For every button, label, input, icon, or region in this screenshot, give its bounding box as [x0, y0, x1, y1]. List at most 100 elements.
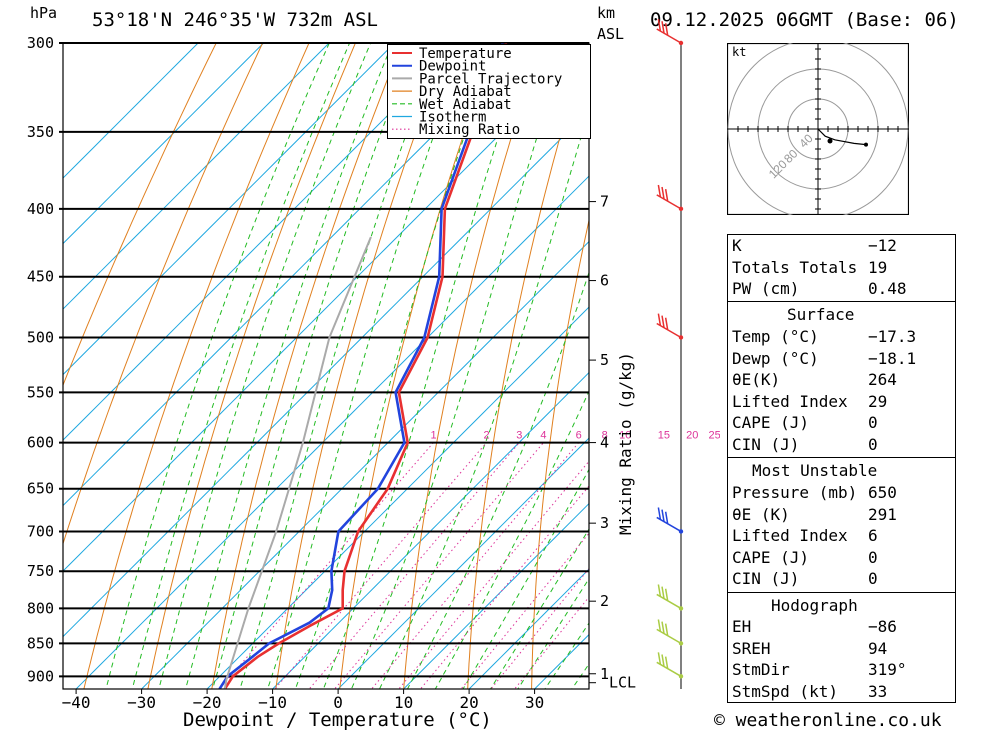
pressure-tick-label: 650 — [27, 480, 54, 498]
wind-barb-flag — [657, 584, 662, 597]
wind-barbs — [656, 18, 684, 679]
wind-barb — [656, 18, 682, 44]
wind-barb-flag — [657, 507, 662, 520]
pressure-tick-label: 850 — [27, 634, 54, 652]
mixing-ratio-line — [333, 442, 544, 689]
index-label: K — [732, 236, 742, 256]
legend-entry: Temperature — [419, 46, 512, 62]
pressure-tick-label: 600 — [27, 434, 54, 452]
wind-barb-flag — [657, 18, 662, 32]
index-row: StmSpd (kt) 33 — [727, 681, 955, 703]
x-tick-label: −20 — [193, 693, 222, 712]
index-label: CIN (J) — [732, 569, 800, 589]
dry-adiabat-line — [339, 43, 496, 689]
pressure-tick-label: 450 — [27, 268, 54, 286]
isotherm-line — [63, 43, 265, 245]
index-row: EH −86 — [727, 616, 955, 638]
surface-title: Surface — [787, 305, 855, 324]
legend-entry: Parcel Trajectory — [419, 71, 562, 87]
wet-adiabat-line — [434, 389, 589, 689]
mixing-ratio-line — [513, 596, 589, 689]
mixing-ratio-value: 15 — [658, 430, 670, 442]
dry-adiabat-line — [211, 43, 403, 689]
dry-adiabat-line — [63, 43, 217, 387]
wind-barb-flag — [661, 509, 665, 522]
dry-adiabat-line — [147, 43, 356, 689]
index-label: Pressure (mb) — [732, 483, 858, 503]
pressure-tick-label: 800 — [27, 599, 54, 617]
mixing-ratio-value: 20 — [686, 430, 698, 442]
index-row: PW (cm) 0.48 — [727, 278, 955, 300]
isotherm-line — [63, 43, 199, 179]
mixing-ratio-value: 10 — [619, 430, 631, 442]
index-label: θE(K) — [732, 370, 781, 390]
index-value: 0.48 — [868, 279, 907, 299]
isotherm-line — [75, 175, 589, 689]
wind-barb-shaft — [656, 322, 682, 339]
height-axis: 7 6 5 4 3 2 1 LCL — [589, 43, 682, 692]
index-label: Totals Totals — [732, 257, 858, 277]
dry-adiabat-line — [403, 43, 542, 689]
index-label: PW (cm) — [732, 279, 800, 299]
series-parcel-trajectory — [223, 236, 372, 689]
isotherm-line — [63, 44, 589, 572]
wind-barb — [656, 313, 682, 339]
legend-entry: Dewpoint — [419, 59, 486, 75]
copyright[interactable]: © weatheronline.co.uk — [714, 710, 942, 731]
index-row: SREH 94 — [727, 638, 955, 660]
wind-barb-shaft — [656, 628, 682, 645]
mixing-ratio-value: 6 — [576, 430, 582, 442]
isotherm-line — [206, 306, 589, 689]
mixing-ratio-line — [398, 460, 589, 689]
pressure-tick-label: 700 — [27, 522, 54, 540]
datetime-title: 09.12.2025 06GMT (Base: 06) — [650, 9, 959, 31]
index-value: 650 — [868, 483, 897, 503]
wind-barb-flag — [657, 313, 662, 326]
x-tick-label: −30 — [127, 693, 156, 712]
legend-entry: Mixing Ratio — [419, 122, 520, 138]
wet-adiabat-line — [462, 468, 589, 689]
index-value: 0 — [868, 413, 878, 433]
index-value: 0 — [868, 569, 878, 589]
pressure-tick-label: 900 — [27, 667, 54, 685]
wind-barb-flag — [661, 654, 665, 667]
mixing-ratio-line — [460, 532, 589, 689]
wind-barb-shaft — [656, 28, 682, 44]
wind-barb — [656, 584, 682, 610]
index-row: Temp (°C) −17.3 — [727, 326, 955, 348]
index-label: CIN (J) — [732, 434, 800, 454]
mixing-ratio-value: 4 — [540, 430, 546, 442]
wind-barb-flag — [661, 21, 665, 34]
x-axis-title: Dewpoint / Temperature (°C) — [183, 709, 492, 731]
pressure-tick-label: 350 — [27, 123, 54, 141]
legend: Temperature Dewpoint Parcel Trajectory Dry … — [387, 44, 591, 139]
series-dewpoint — [218, 43, 504, 689]
wind-barb-flag — [664, 623, 669, 636]
mixing-ratio-value: 25 — [709, 430, 720, 442]
series-temperature — [223, 43, 508, 689]
index-label: CAPE (J) — [732, 413, 810, 433]
storm-motion-marker — [827, 138, 833, 144]
hodograph-trace — [817, 128, 867, 146]
index-row: CAPE (J) 0 — [727, 547, 955, 569]
height-tick-label: 2 — [600, 592, 609, 610]
wind-barb — [656, 184, 682, 210]
pressure-tick-label: 550 — [27, 383, 54, 401]
wind-barb-flag — [661, 186, 665, 200]
mixing-ratio-line — [419, 485, 589, 689]
height-tick-label: 7 — [600, 193, 609, 211]
x-tick-label: −40 — [62, 693, 91, 712]
index-value: −86 — [868, 617, 897, 637]
mixing-ratio-labels: 1 2 3 4 6 8 10 15 20 25 — [430, 430, 720, 442]
isotherm-line — [140, 240, 589, 689]
dry-adiabat-line — [531, 217, 589, 689]
index-row: CAPE (J) 0 — [727, 412, 955, 434]
height-unit-label: km — [597, 4, 616, 22]
skewt-chart: 300350400450500550600650700750800850900−… — [27, 18, 720, 712]
wind-barb-flag — [657, 184, 662, 198]
isotherm-line — [63, 43, 527, 507]
axis-labels: 300350400450500550600650700750800850900−… — [27, 34, 544, 712]
hodograph-index-title: Hodograph — [771, 596, 858, 615]
index-label: Lifted Index — [732, 526, 848, 546]
index-value: 291 — [868, 504, 897, 524]
